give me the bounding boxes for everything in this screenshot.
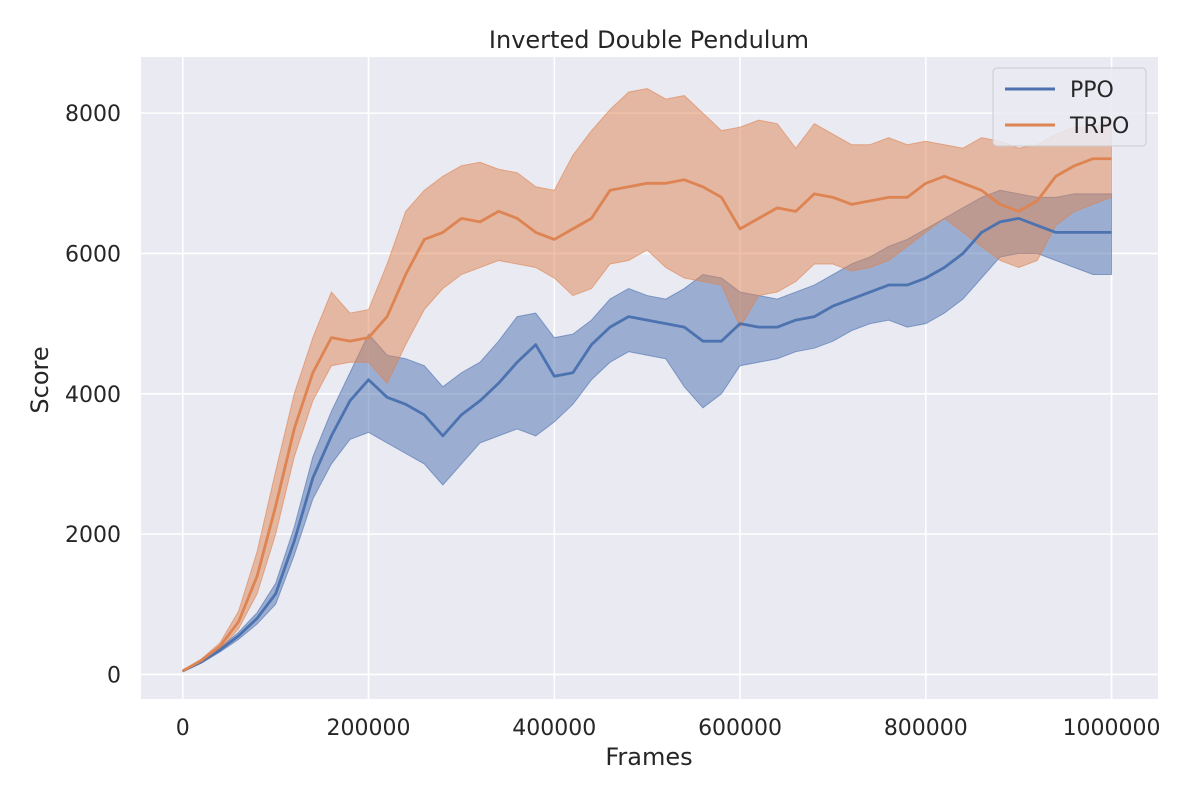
series-line-trpo: [182, 157, 1112, 673]
legend: PPO TRPO: [992, 67, 1147, 147]
confidence-bands: [182, 88, 1113, 673]
x-tick-label: 1000000: [1063, 716, 1161, 741]
y-tick-label: 6000: [65, 242, 121, 267]
legend-label-ppo: PPO: [1070, 78, 1114, 103]
y-axis-label: Score: [26, 346, 54, 413]
confidence-band-ppo: [182, 189, 1113, 673]
series-lines: [182, 157, 1112, 673]
y-tick-label: 4000: [65, 383, 121, 408]
tick-labels: 0 200000 400000 600000 800000 1000000 0 2000 400…: [65, 102, 1161, 741]
y-tick-label: 8000: [65, 102, 121, 127]
y-tick-label: 2000: [65, 523, 121, 548]
y-tick-label: 0: [107, 663, 121, 688]
x-axis-label: Frames: [605, 743, 692, 771]
legend-label-trpo: TRPO: [1069, 114, 1129, 139]
x-tick-label: 200000: [327, 716, 411, 741]
confidence-band-trpo: [182, 88, 1113, 673]
x-tick-label: 0: [176, 716, 190, 741]
chart-title: Inverted Double Pendulum: [489, 26, 809, 54]
x-tick-label: 600000: [698, 716, 782, 741]
series-line-ppo: [182, 216, 1112, 673]
x-tick-label: 400000: [512, 716, 596, 741]
x-tick-label: 800000: [884, 716, 968, 741]
